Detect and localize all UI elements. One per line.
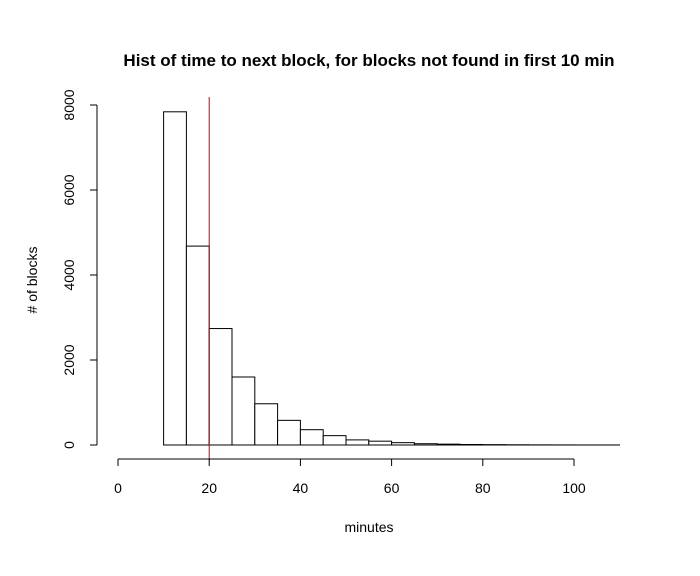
histogram-bar xyxy=(185,245,210,446)
histogram-bar xyxy=(322,435,347,446)
bars-group xyxy=(163,111,621,446)
y-tick-label: 6000 xyxy=(61,174,77,205)
x-tick-label: 80 xyxy=(475,480,491,496)
y-axis-label: # of blocks xyxy=(24,247,40,314)
x-tick-label: 60 xyxy=(384,480,400,496)
histogram-bar xyxy=(299,429,324,446)
histogram-bar xyxy=(163,111,187,446)
y-tick-label: 4000 xyxy=(61,259,77,290)
histogram-bar xyxy=(368,440,393,446)
x-axis: 0 20 40 60 80 100 xyxy=(114,458,586,496)
x-tick-label: 100 xyxy=(562,480,586,496)
y-tick-label: 0 xyxy=(61,441,77,449)
chart-title: Hist of time to next block, for blocks n… xyxy=(123,51,614,70)
histogram-bar xyxy=(208,328,233,446)
x-tick-label: 0 xyxy=(114,480,122,496)
histogram-bar xyxy=(254,403,279,446)
histogram-bar xyxy=(231,376,256,446)
x-tick-label: 20 xyxy=(201,480,217,496)
y-axis: 0 2000 4000 6000 8000 xyxy=(61,89,98,449)
histogram-bar xyxy=(277,419,301,446)
histogram-bar xyxy=(345,439,370,446)
y-tick-label: 8000 xyxy=(61,89,77,120)
y-tick-label: 2000 xyxy=(61,344,77,375)
x-tick-label: 40 xyxy=(293,480,309,496)
x-axis-label: minutes xyxy=(344,519,393,535)
